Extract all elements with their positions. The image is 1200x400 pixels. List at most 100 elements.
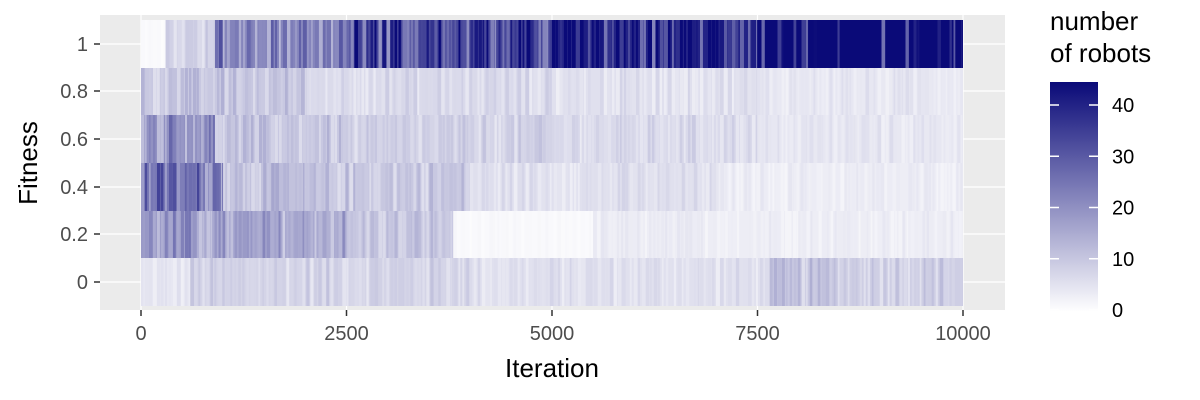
- heatmap-stripe: [797, 67, 800, 115]
- heatmap-stripe: [177, 67, 181, 115]
- heatmap-stripe: [255, 163, 259, 211]
- heatmap-stripe: [939, 258, 944, 306]
- heatmap-stripe: [953, 67, 957, 115]
- heatmap-stripe: [442, 20, 446, 68]
- heatmap-stripe: [197, 210, 199, 258]
- heatmap-stripe: [677, 163, 681, 211]
- heatmap-stripe: [454, 20, 457, 68]
- heatmap-stripe: [378, 210, 383, 258]
- heatmap-stripe: [925, 115, 930, 163]
- heatmap-stripe: [601, 258, 605, 306]
- heatmap-stripe: [588, 115, 592, 163]
- heatmap-stripe: [181, 20, 185, 68]
- heatmap-stripe: [756, 67, 757, 115]
- heatmap-stripe: [482, 115, 486, 163]
- heatmap-stripe: [394, 258, 398, 306]
- heatmap-stripe: [629, 258, 632, 306]
- heatmap-stripe: [949, 20, 952, 68]
- heatmap-stripe: [913, 20, 917, 68]
- heatmap-stripe: [497, 258, 502, 306]
- heatmap-stripe: [161, 115, 164, 163]
- heatmap-stripe: [600, 20, 603, 68]
- heatmap-stripe: [633, 163, 637, 211]
- heatmap-stripe: [809, 258, 813, 306]
- heatmap-stripe: [769, 67, 773, 115]
- heatmap-stripe: [513, 67, 516, 115]
- heatmap-stripe: [728, 67, 732, 115]
- heatmap-stripe: [509, 258, 513, 306]
- heatmap-stripe: [597, 163, 602, 211]
- legend-color-ramp: [1050, 82, 1098, 312]
- heatmap-stripe: [932, 163, 935, 211]
- heatmap-stripe: [745, 210, 749, 258]
- heatmap-stripe: [826, 210, 829, 258]
- heatmap-stripe: [453, 163, 457, 211]
- heatmap-stripe: [886, 210, 889, 258]
- heatmap-stripe: [373, 67, 376, 115]
- heatmap-stripe: [817, 115, 822, 163]
- heatmap-stripe: [661, 210, 665, 258]
- heatmap-stripe: [596, 20, 600, 68]
- heatmap-stripe: [365, 163, 369, 211]
- heatmap-stripe: [145, 210, 149, 258]
- legend-tick-label: 40: [1112, 95, 1134, 117]
- x-axis: 0 2500 5000 7500 10000: [135, 310, 991, 345]
- heatmap-stripe: [813, 20, 818, 68]
- heatmap-stripe: [877, 115, 881, 163]
- heatmap-stripe: [707, 258, 711, 306]
- heatmap-stripe: [410, 258, 413, 306]
- heatmap-stripe: [797, 20, 802, 68]
- heatmap-stripe: [919, 258, 922, 306]
- heatmap-stripe: [864, 163, 868, 211]
- heatmap-stripe: [637, 258, 641, 306]
- heatmap-stripe: [313, 67, 317, 115]
- heatmap-stripe: [422, 20, 426, 68]
- heatmap-stripe: [617, 163, 621, 211]
- heatmap-stripe: [157, 20, 161, 68]
- heatmap-stripe: [780, 163, 784, 211]
- heatmap-stripe: [805, 258, 808, 306]
- heatmap-stripe: [382, 258, 384, 306]
- heatmap-stripe: [744, 163, 748, 211]
- heatmap-stripe: [882, 210, 886, 258]
- heatmap-tiles: [141, 20, 963, 306]
- heatmap-stripe: [781, 67, 785, 115]
- heatmap-stripe: [814, 210, 818, 258]
- heatmap-stripe: [214, 258, 217, 306]
- heatmap-stripe: [713, 210, 716, 258]
- heatmap-stripe: [418, 20, 422, 68]
- heatmap-stripe: [833, 67, 836, 115]
- heatmap-stripe: [291, 163, 294, 211]
- heatmap-stripe: [912, 163, 915, 211]
- heatmap-stripe: [765, 258, 770, 306]
- heatmap-stripe: [537, 163, 542, 211]
- heatmap-stripe: [209, 67, 213, 115]
- heatmap-stripe: [473, 163, 477, 211]
- heatmap-stripe: [748, 115, 751, 163]
- heatmap-stripe: [935, 258, 938, 306]
- heatmap-stripe: [879, 258, 883, 306]
- heatmap-stripe: [525, 163, 529, 211]
- heatmap-stripe: [841, 115, 845, 163]
- heatmap-stripe: [573, 163, 577, 211]
- heatmap-stripe: [629, 210, 633, 258]
- heatmap-stripe: [446, 210, 450, 258]
- heatmap-stripe: [541, 210, 544, 258]
- heatmap-stripe: [961, 67, 963, 115]
- heatmap-stripe: [414, 258, 418, 306]
- heatmap-stripe: [295, 163, 297, 211]
- heatmap-stripe: [612, 20, 614, 68]
- heatmap-stripe: [210, 258, 214, 306]
- heatmap-stripe: [318, 20, 323, 68]
- heatmap-stripe: [222, 115, 225, 163]
- heatmap-stripe: [605, 210, 608, 258]
- heatmap-stripe: [937, 67, 941, 115]
- heatmap-stripe: [585, 163, 589, 211]
- legend-tick-label: 10: [1112, 249, 1134, 271]
- heatmap-stripe: [620, 20, 624, 68]
- heatmap-stripe: [242, 210, 247, 258]
- heatmap-stripe: [817, 67, 820, 115]
- heatmap-stripe: [502, 20, 505, 68]
- heatmap-stripe: [450, 20, 453, 68]
- heatmap-stripe: [303, 163, 305, 211]
